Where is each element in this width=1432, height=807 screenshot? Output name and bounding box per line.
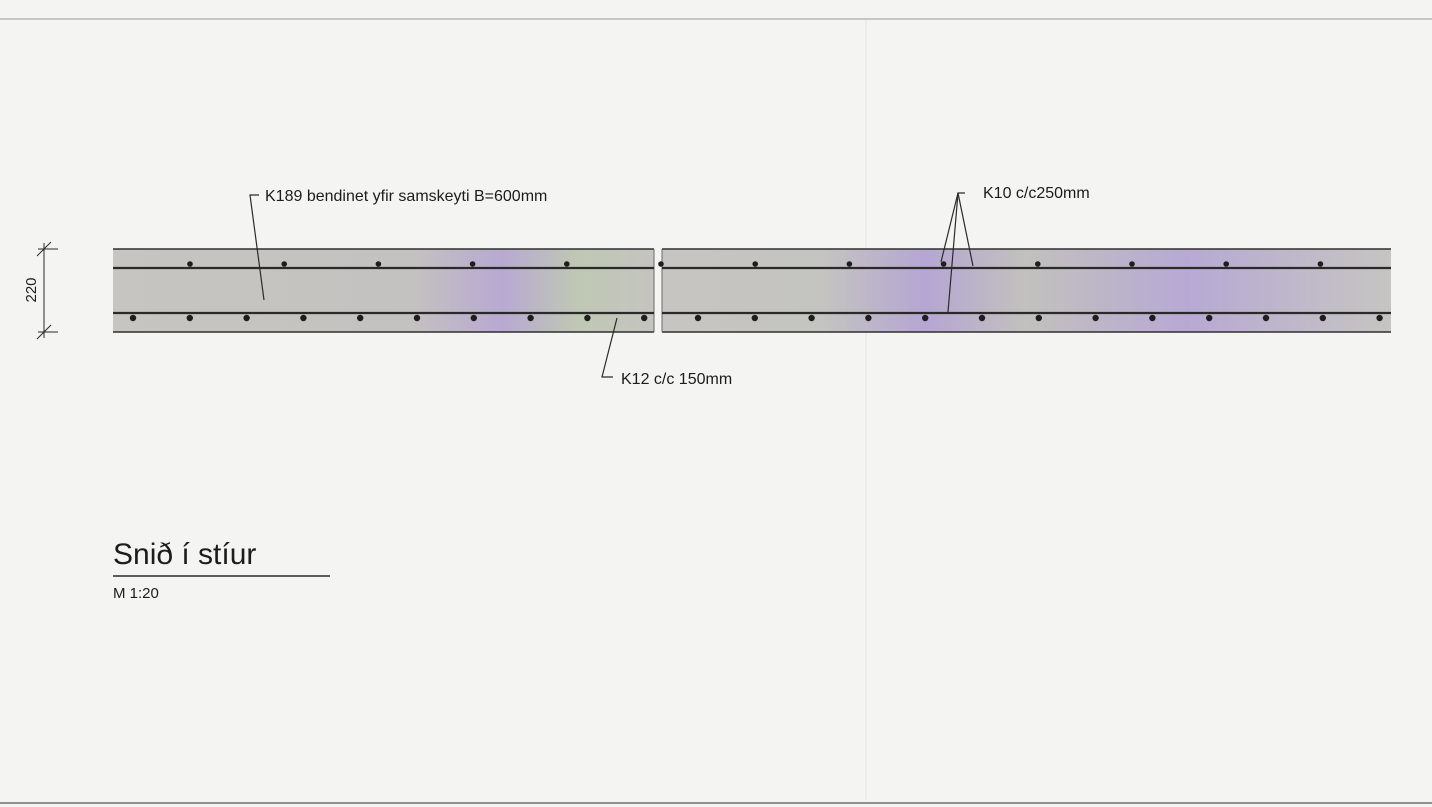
callout-top-bars-label: K10 c/c250mm <box>983 185 1090 202</box>
bottom-bar-dot <box>186 314 193 322</box>
bottom-bar-dot <box>922 314 929 322</box>
top-bar-dot <box>469 261 476 267</box>
top-bar-dot <box>846 261 853 267</box>
thickness-dimension: 220 <box>23 241 58 340</box>
callout-top-bars-leader-3 <box>947 192 959 313</box>
bottom-bar-dot <box>1262 314 1270 322</box>
bottom-bar-dot <box>1376 314 1383 322</box>
bottom-bar-dot <box>527 314 534 322</box>
bottom-bar-dot <box>300 314 307 322</box>
top-bar-dot <box>187 261 193 267</box>
top-bar-dot <box>1317 261 1324 267</box>
top-bar-dot <box>281 261 288 267</box>
section-scale: M 1:20 <box>113 585 159 602</box>
callout-bottom-bars-label: K12 c/c 150mm <box>621 371 732 388</box>
slab-left <box>113 249 654 332</box>
callout-top-bars: K10 c/c250mm <box>940 185 1090 313</box>
top-bar-dots <box>187 261 1324 267</box>
top-bar-dot <box>1129 261 1135 267</box>
bottom-bar-dot <box>584 314 591 322</box>
top-bar-dot <box>1035 261 1041 267</box>
bottom-bar-dot <box>1319 314 1327 322</box>
top-bar-dot <box>564 261 570 267</box>
section-title-block: Snið í stíur M 1:20 <box>113 538 330 602</box>
top-bar-dot <box>1223 261 1229 267</box>
callout-top-bars-leader-2 <box>957 192 974 267</box>
bottom-bar-dot <box>694 314 702 322</box>
bottom-bar-dots <box>129 314 1383 322</box>
bottom-bar-dot <box>129 314 137 322</box>
bottom-bar-dot <box>865 314 872 322</box>
bottom-bar-dot <box>357 314 364 322</box>
callout-mesh-label: K189 bendinet yfir samskeyti B=600mm <box>265 188 547 205</box>
top-bar-dot <box>752 261 758 267</box>
slab-section <box>113 248 1391 333</box>
bottom-bar-dot <box>413 314 421 322</box>
bottom-bar-dot <box>1035 314 1043 322</box>
bottom-bar-dot <box>978 314 986 322</box>
bottom-bar-dot <box>243 314 250 322</box>
callout-mesh-leader <box>249 194 265 301</box>
callout-mesh: K189 bendinet yfir samskeyti B=600mm <box>249 188 547 301</box>
bottom-bar-dot <box>1149 314 1156 322</box>
dimension-label: 220 <box>23 277 40 302</box>
bottom-bar-dot <box>641 314 648 322</box>
bottom-bar-dot <box>1092 314 1099 322</box>
section-title: Snið í stíur <box>113 538 256 571</box>
callout-bottom-bars-leader <box>601 317 618 378</box>
bottom-bar-dot <box>1206 314 1213 322</box>
bottom-bar-dot <box>751 314 758 322</box>
bottom-bar-dot <box>808 314 815 322</box>
top-bar-dot <box>375 261 382 267</box>
slab-right <box>662 249 1391 332</box>
bottom-bar-dot <box>470 314 477 322</box>
callout-bottom-bars: K12 c/c 150mm <box>601 317 732 388</box>
top-bar-dot <box>658 261 664 267</box>
top-bar-dot <box>940 261 947 267</box>
